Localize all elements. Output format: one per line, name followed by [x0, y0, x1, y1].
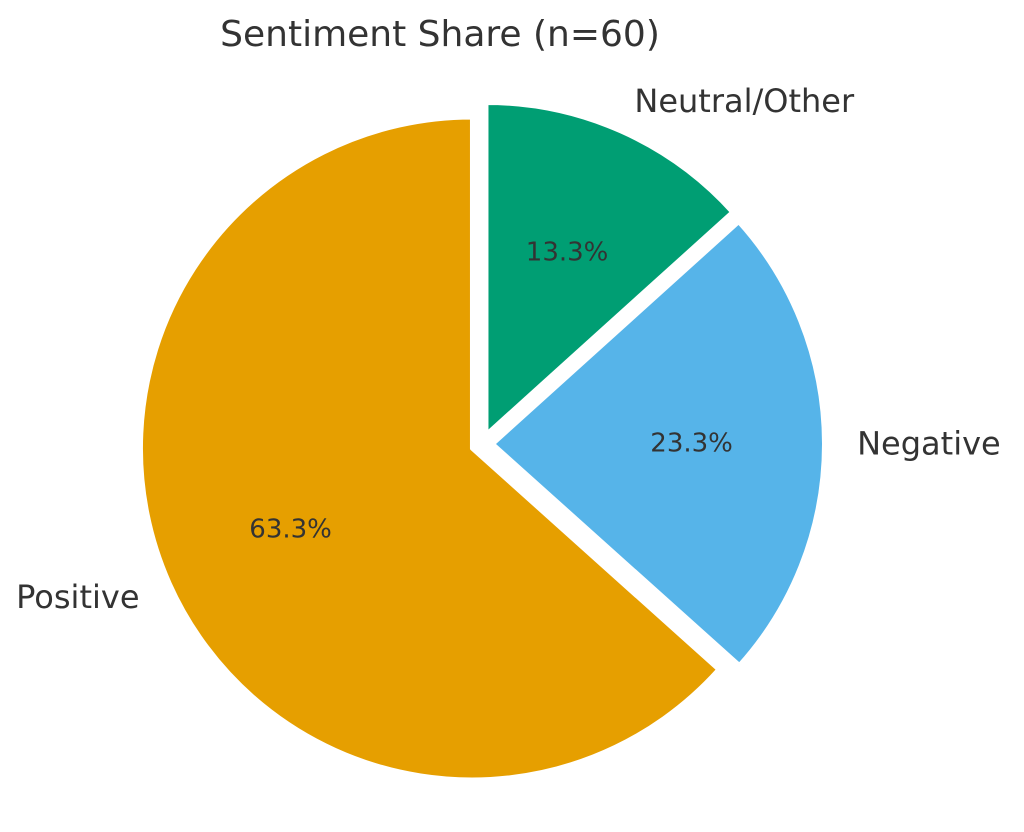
pct-label-neutral-other: 13.3%: [526, 238, 609, 268]
chart-title: Sentiment Share (n=60): [220, 14, 660, 55]
pie-slice-neutral-other: [484, 100, 735, 436]
pie-slice-negative: [491, 220, 826, 667]
slice-label-neutral-other: Neutral/Other: [634, 82, 855, 120]
pct-label-negative: 23.3%: [650, 429, 733, 459]
pie-slice-positive: [138, 115, 721, 782]
slice-label-negative: Negative: [857, 424, 1001, 462]
slice-label-positive: Positive: [16, 578, 139, 616]
pct-label-positive: 63.3%: [249, 514, 332, 544]
